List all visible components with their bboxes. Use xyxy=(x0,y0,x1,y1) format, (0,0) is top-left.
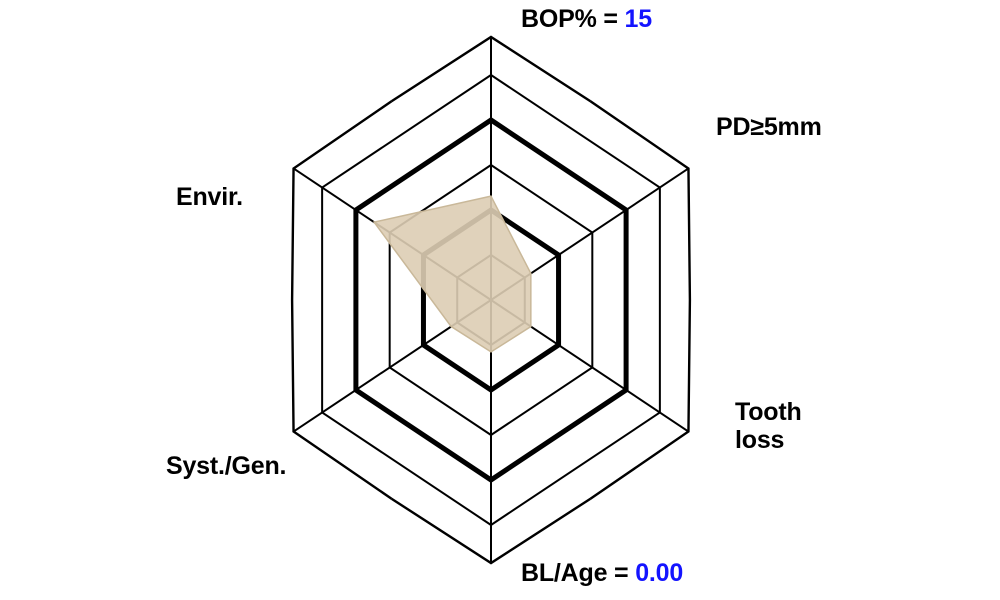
axis-label-bop-name: BOP% xyxy=(521,5,597,33)
radar-axis-cap-syst_gen xyxy=(290,299,393,500)
axis-label-tooth-loss: Tooth loss xyxy=(735,398,802,454)
radar-axis-cap-envir xyxy=(290,100,393,301)
axis-label-pd: PD≥5mm xyxy=(716,113,822,141)
radar-series-polygon xyxy=(372,195,532,353)
axis-label-envir-name: Envir. xyxy=(176,183,243,211)
axis-label-bop-separator: = xyxy=(596,5,625,33)
axis-label-pd-name: PD≥5mm xyxy=(716,113,822,141)
radar-series-patient-risk-profile xyxy=(372,195,532,353)
axis-label-bl-age-name: BL/Age xyxy=(521,559,608,587)
axis-label-bl-age-separator: = xyxy=(607,559,636,587)
radar-axis-cap-bl_age xyxy=(390,497,592,565)
axis-label-bop: BOP% = 15 xyxy=(521,5,652,33)
axis-label-syst-gen-name: Syst./Gen. xyxy=(166,452,287,480)
radar-axis-cap-tooth_loss xyxy=(589,299,692,500)
axis-label-syst-gen: Syst./Gen. xyxy=(166,452,286,480)
radar-axis-cap-bop xyxy=(390,35,592,103)
radar-axis-cap-pd xyxy=(589,100,692,301)
axis-label-envir: Envir. xyxy=(176,183,243,211)
axis-label-tooth-loss-line2: loss xyxy=(735,426,785,454)
axis-label-bl-age: BL/Age = 0.00 xyxy=(521,559,683,587)
axis-label-tooth-loss-line1: Tooth xyxy=(735,398,802,426)
axis-value-bop: 15 xyxy=(624,5,653,33)
axis-value-bl-age: 0.00 xyxy=(635,559,684,587)
radar-axis-caps xyxy=(290,35,692,565)
